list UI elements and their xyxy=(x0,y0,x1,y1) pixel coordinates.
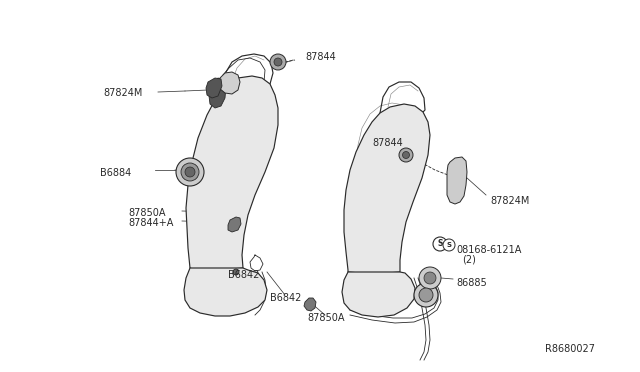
Text: (2): (2) xyxy=(462,255,476,265)
Circle shape xyxy=(419,288,433,302)
Text: 87850A: 87850A xyxy=(307,313,345,323)
Polygon shape xyxy=(342,272,415,317)
Text: S: S xyxy=(437,240,443,248)
Circle shape xyxy=(399,148,413,162)
Text: 87824M: 87824M xyxy=(103,88,142,98)
Text: R8680027: R8680027 xyxy=(545,344,595,354)
Circle shape xyxy=(274,58,282,66)
Text: 87844+A: 87844+A xyxy=(128,218,173,228)
Circle shape xyxy=(185,167,195,177)
Circle shape xyxy=(443,239,455,251)
Circle shape xyxy=(233,269,239,275)
Text: B6842: B6842 xyxy=(270,293,301,303)
Circle shape xyxy=(433,237,447,251)
Text: 87844: 87844 xyxy=(305,52,336,62)
Circle shape xyxy=(176,158,204,186)
Polygon shape xyxy=(206,78,222,98)
Text: B6884: B6884 xyxy=(100,168,131,178)
Text: B6842: B6842 xyxy=(228,270,260,280)
Circle shape xyxy=(419,267,441,289)
Text: 87850A: 87850A xyxy=(128,208,166,218)
Text: 86885: 86885 xyxy=(456,278,487,288)
Polygon shape xyxy=(218,72,240,94)
Circle shape xyxy=(414,283,438,307)
Text: 87844: 87844 xyxy=(372,138,403,148)
Polygon shape xyxy=(186,76,278,270)
Text: 87824M: 87824M xyxy=(490,196,529,206)
Polygon shape xyxy=(228,217,241,232)
Polygon shape xyxy=(209,78,226,108)
Text: S: S xyxy=(447,242,451,248)
Circle shape xyxy=(181,163,199,181)
Circle shape xyxy=(403,151,410,158)
Polygon shape xyxy=(184,268,267,316)
Circle shape xyxy=(424,272,436,284)
Polygon shape xyxy=(447,157,467,204)
Polygon shape xyxy=(344,104,430,274)
Polygon shape xyxy=(304,298,316,311)
Circle shape xyxy=(270,54,286,70)
Text: 08168-6121A: 08168-6121A xyxy=(456,245,522,255)
